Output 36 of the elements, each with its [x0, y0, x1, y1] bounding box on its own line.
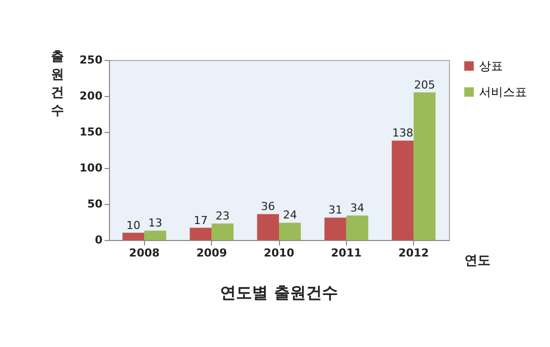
bar	[346, 216, 368, 240]
data-label: 36	[261, 200, 276, 214]
y-tick-label: 250	[80, 54, 103, 66]
data-label: 138	[392, 126, 414, 140]
y-tick-label: 150	[80, 126, 103, 138]
bar	[324, 218, 346, 240]
data-label: 34	[350, 202, 364, 215]
bar	[190, 228, 212, 240]
data-label: 10	[126, 218, 140, 232]
bar	[392, 140, 414, 240]
legend-label: 서비스표	[479, 85, 527, 99]
text: 연도별 출원건수	[220, 283, 338, 302]
y-tick-label: 200	[80, 90, 103, 102]
y-tick-label: 100	[80, 162, 103, 174]
legend-label: 상표	[479, 59, 503, 73]
data-label: 17	[194, 214, 208, 227]
bar	[257, 214, 279, 240]
bar	[279, 222, 301, 240]
bar	[212, 223, 234, 240]
y-tick-label: 0	[94, 234, 103, 246]
data-label: 31	[328, 204, 342, 217]
bar	[122, 232, 144, 240]
bar	[144, 230, 166, 240]
data-label: 23	[216, 209, 230, 222]
x-tick-label: 2011	[331, 246, 362, 260]
data-label: 205	[414, 78, 436, 92]
x-tick-label: 2008	[129, 246, 160, 260]
y-tick-label: 50	[87, 198, 103, 210]
data-label: 24	[282, 208, 297, 222]
bar	[414, 92, 436, 240]
x-tick-label: 2012	[398, 246, 429, 260]
x-axis-title: 연도	[464, 254, 490, 268]
x-tick-label: 2010	[264, 246, 295, 260]
y-axis-title: 출원건수	[51, 50, 64, 118]
x-tick-label: 2009	[196, 246, 227, 260]
data-label: 13	[148, 216, 162, 230]
